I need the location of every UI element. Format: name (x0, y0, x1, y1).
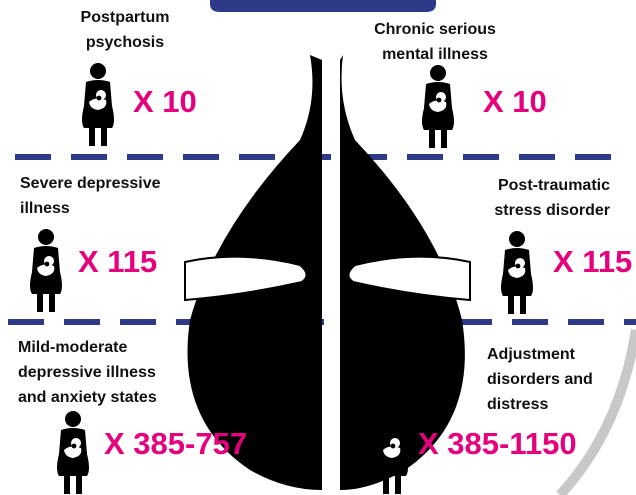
category-label: Chronic serious (374, 21, 496, 38)
category-label: stress disorder (494, 202, 610, 219)
count-label: X 10 (483, 84, 547, 119)
category-label: mental illness (382, 46, 488, 63)
category-label: Postpartum (81, 9, 170, 26)
category-label: illness (20, 200, 70, 217)
category-label: Severe depressive (20, 175, 161, 192)
header-box (210, 0, 436, 12)
category-label: distress (487, 396, 548, 413)
count-label: X 115 (78, 244, 157, 279)
count-label: X 10 (133, 84, 197, 119)
mother-icon (30, 229, 62, 312)
count-label: X 385-757 (104, 426, 247, 461)
category-label: and anxiety states (18, 389, 157, 406)
category-label: disorders and (487, 371, 593, 388)
count-label: X 115 (553, 244, 632, 279)
category-label: psychosis (86, 34, 164, 51)
category-label: Adjustment (487, 346, 576, 363)
mother-icon (501, 231, 533, 314)
category-label: Mild-moderate (18, 339, 127, 356)
count-label: X 385-1150 (418, 426, 577, 461)
mother-icon (422, 65, 454, 148)
category-label: Post-traumatic (498, 177, 610, 194)
category-label: depressive illness (18, 364, 156, 381)
mother-icon (82, 63, 114, 146)
infographic: Postpartum psychosis X 10 Chronic serious me… (0, 0, 636, 495)
mother-icon (57, 411, 89, 494)
